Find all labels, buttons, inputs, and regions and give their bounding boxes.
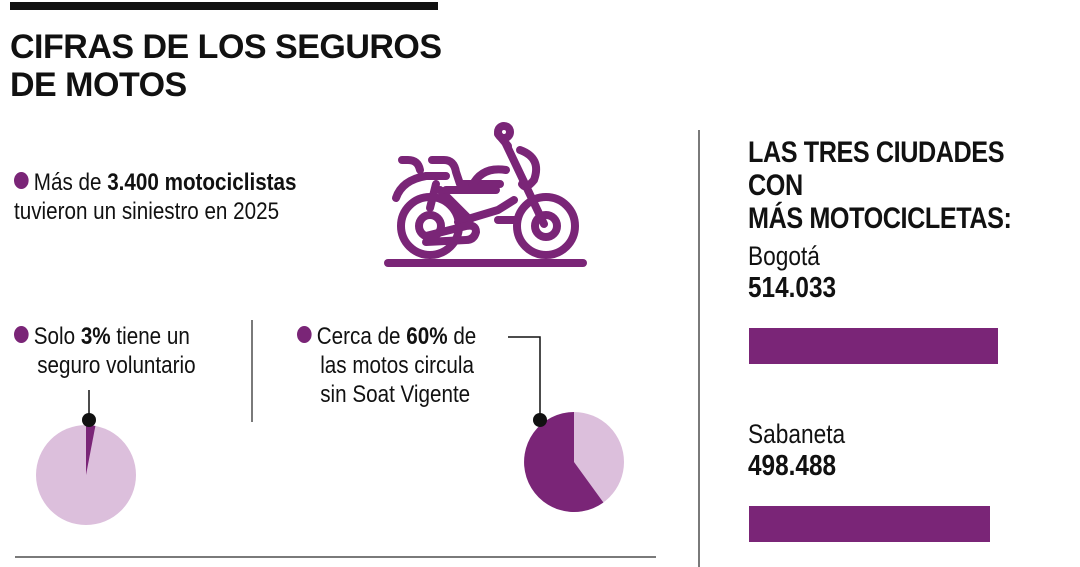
pie-slice-sin-soat: [524, 412, 604, 512]
leader-dot: [533, 413, 547, 427]
stat-prefix: Cerca de: [316, 323, 407, 350]
bullet-icon: [14, 172, 29, 189]
city-bar-bogota: [749, 328, 998, 364]
pie-chart-seguro-voluntario: [36, 390, 136, 525]
stat-line2: las motos circula: [320, 352, 474, 379]
divider-horizontal: [15, 556, 656, 558]
bullet-icon: [297, 326, 312, 343]
bullet-icon: [14, 326, 29, 343]
stat-suffix: tiene un: [110, 323, 190, 350]
page-title-line2: DE MOTOS: [10, 66, 187, 104]
pie-slice-con-seguro: [86, 425, 96, 475]
pie-chart-soat: [508, 336, 624, 512]
divider-vertical: [251, 320, 253, 422]
page-title-line1: CIFRAS DE LOS SEGUROS: [10, 28, 442, 66]
city-name: Sabaneta: [748, 419, 846, 449]
stat-siniestros: Más de 3.400 motociclistas tuvieron un s…: [14, 168, 324, 226]
stat-highlight: 60%: [406, 323, 448, 350]
stat-soat: Cerca de 60% de las motos circula sin So…: [297, 322, 503, 409]
top-rule: [10, 2, 438, 10]
city-value: 514.033: [748, 272, 837, 304]
city-name: Bogotá: [748, 241, 820, 271]
leader-line: [508, 336, 541, 418]
stat-highlight: 3%: [80, 323, 111, 350]
city-value: 498.488: [748, 450, 837, 482]
motorcycle-icon: [384, 122, 587, 267]
ranking-title-line2: MÁS MOTOCICLETAS:: [748, 202, 1012, 235]
stat-suffix: de: [447, 323, 477, 350]
stat-prefix: Más de: [33, 169, 108, 196]
page-title: CIFRAS DE LOS SEGUROS DE MOTOS: [10, 28, 470, 104]
stat-line2: seguro voluntario: [37, 352, 196, 379]
stat-seguro-voluntario: Solo 3% tiene un seguro voluntario: [14, 322, 220, 380]
ranking-title-line1: LAS TRES CIUDADES CON: [748, 136, 1005, 202]
stat-highlight: 3.400 motociclistas: [107, 169, 297, 196]
stat-line3: sin Soat Vigente: [320, 381, 471, 408]
divider-vertical-right: [698, 130, 700, 567]
stat-line2: tuvieron un siniestro en 2025: [14, 198, 280, 225]
stat-prefix: Solo: [33, 323, 81, 350]
city-bar-sabaneta: [749, 506, 990, 542]
ranking-title: LAS TRES CIUDADES CON MÁS MOTOCICLETAS:: [748, 136, 1034, 235]
leader-dot: [82, 413, 96, 427]
